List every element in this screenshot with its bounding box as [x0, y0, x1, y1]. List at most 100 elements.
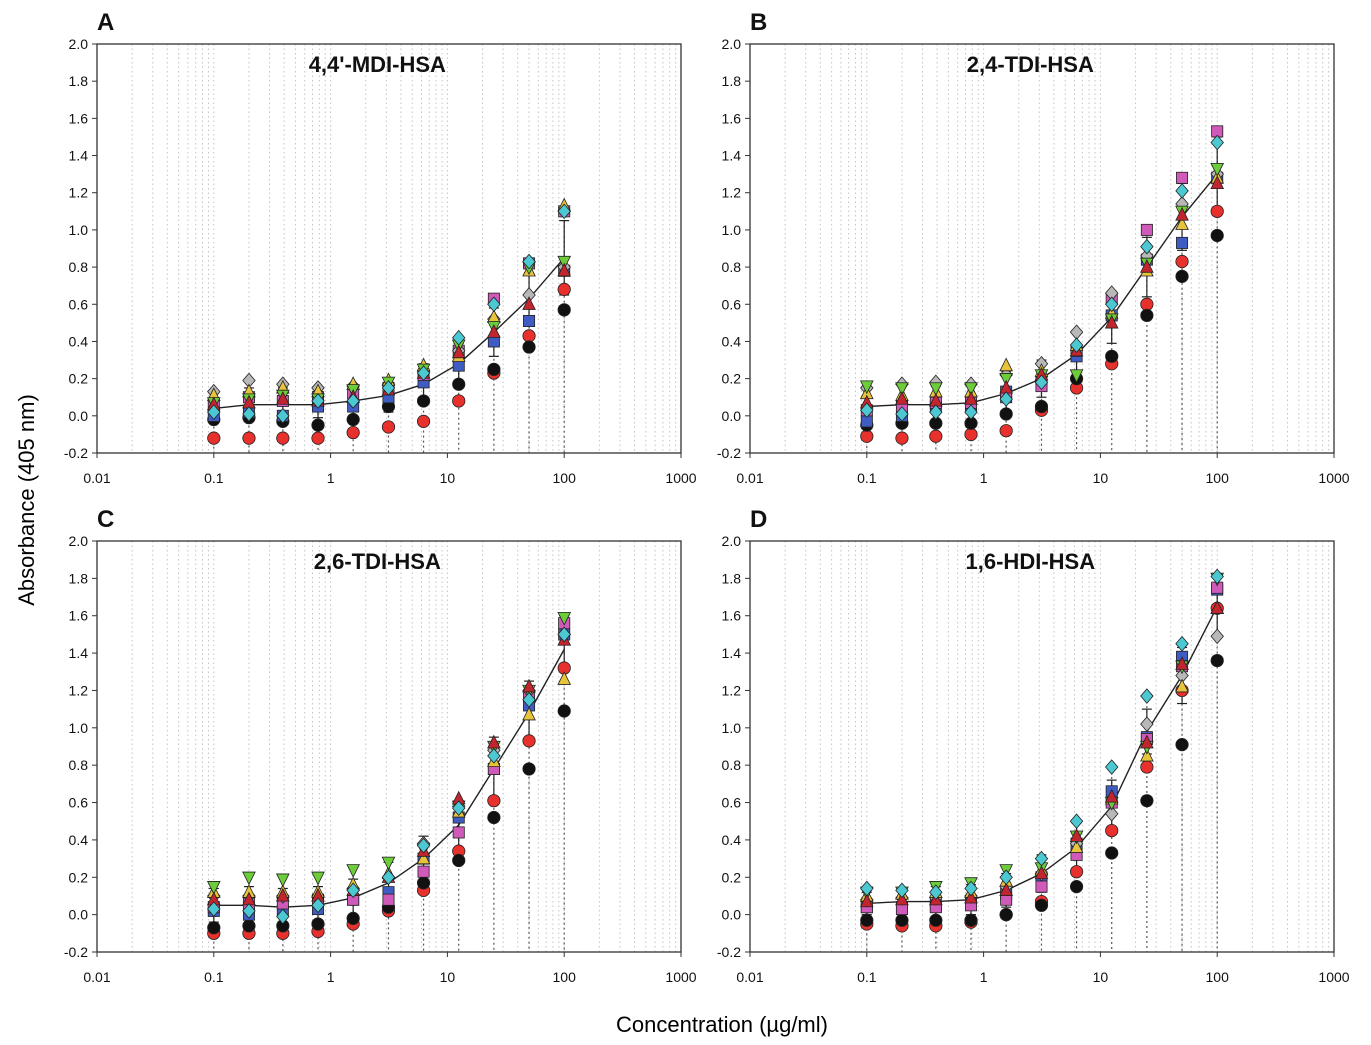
data-point — [1034, 374, 1049, 391]
data-point — [1175, 635, 1189, 652]
y-tick-label: 1.0 — [722, 720, 742, 736]
data-point — [1104, 805, 1119, 822]
series-8 — [859, 600, 1225, 908]
data-point — [999, 391, 1013, 407]
x-tick-label: 100 — [553, 969, 577, 985]
data-point — [275, 887, 290, 902]
data-point — [929, 429, 943, 443]
y-tick-label: 1.4 — [722, 645, 742, 661]
series-9 — [860, 134, 1224, 422]
data-point — [999, 373, 1014, 387]
data-point — [895, 382, 909, 397]
plot-frame — [96, 43, 682, 454]
series-2 — [860, 228, 1224, 432]
data-point — [311, 431, 325, 445]
data-point — [1035, 880, 1048, 893]
data-point — [859, 893, 874, 908]
y-tick-label: 0.8 — [69, 757, 89, 773]
data-point — [557, 671, 572, 685]
x-tick-label: 10 — [1093, 969, 1109, 985]
data-point — [1140, 760, 1154, 774]
data-point — [381, 380, 396, 396]
y-tick-label: 1.6 — [69, 110, 89, 126]
x-axis-label: Concentration (µg/ml) — [616, 1012, 828, 1037]
x-tick-label: 1 — [327, 470, 335, 486]
series-2 — [860, 653, 1224, 927]
data-point — [1105, 846, 1119, 860]
data-point — [1140, 716, 1154, 732]
plot-frame — [96, 540, 682, 953]
data-point — [1140, 794, 1154, 808]
data-point — [522, 706, 536, 721]
data-point — [451, 800, 466, 816]
data-point — [557, 203, 571, 220]
series-5 — [860, 166, 1224, 396]
data-point — [275, 873, 290, 888]
panel-letter: B — [750, 9, 767, 36]
y-tick-label: 0.6 — [722, 795, 742, 811]
data-point — [999, 407, 1013, 421]
data-point — [1176, 236, 1189, 249]
y-tick-label: 0.4 — [69, 333, 89, 349]
data-point — [522, 340, 536, 354]
y-tick-label: 0.0 — [69, 408, 89, 424]
data-point — [311, 393, 325, 409]
data-point — [895, 913, 909, 927]
data-point — [1210, 204, 1224, 218]
y-tick-label: 0.6 — [722, 296, 742, 312]
y-tick-label: -0.2 — [717, 445, 741, 461]
data-point — [557, 704, 571, 718]
x-tick-label: 0.1 — [204, 969, 224, 985]
x-tick-label: 1000 — [665, 969, 696, 985]
data-point — [1175, 656, 1189, 670]
panel-title: 2,4-TDI-HSA — [967, 52, 1094, 77]
data-point — [929, 404, 943, 420]
series-7 — [859, 572, 1225, 901]
data-point — [207, 431, 221, 445]
data-point — [928, 382, 943, 397]
x-tick-label: 1000 — [1318, 470, 1349, 486]
data-point — [557, 282, 571, 296]
y-tick-label: 1.8 — [722, 570, 742, 586]
y-tick-label: 0.6 — [69, 795, 89, 811]
data-point — [275, 390, 290, 405]
data-point — [1034, 898, 1049, 912]
data-point — [1140, 223, 1153, 236]
data-point — [964, 427, 978, 442]
data-point — [381, 869, 396, 886]
series-3 — [207, 264, 571, 422]
data-point — [242, 406, 256, 422]
series-9 — [207, 203, 571, 424]
x-tick-label: 0.1 — [204, 470, 224, 486]
series-1 — [207, 282, 571, 445]
data-point — [346, 882, 360, 899]
y-tick-label: 1.4 — [69, 148, 89, 164]
data-point — [1210, 628, 1224, 645]
data-point — [964, 880, 978, 897]
y-tick-label: 2.0 — [722, 36, 742, 52]
data-point — [964, 404, 978, 420]
panel-letter: C — [97, 506, 114, 533]
y-tick-label: 0.4 — [722, 832, 742, 848]
y-tick-label: 1.2 — [722, 185, 742, 201]
y-tick-label: 1.8 — [69, 73, 89, 89]
data-point — [452, 377, 466, 391]
data-point — [487, 734, 501, 749]
data-point — [1175, 738, 1189, 752]
data-point — [964, 390, 978, 405]
data-point — [860, 402, 874, 419]
data-point — [242, 871, 256, 886]
data-point — [964, 889, 978, 904]
y-tick-label: 2.0 — [69, 533, 89, 549]
y-tick-label: 1.8 — [722, 73, 742, 89]
y-tick-label: 1.0 — [69, 720, 89, 736]
x-tick-label: 0.01 — [83, 969, 110, 985]
data-point — [895, 431, 909, 445]
data-point — [1210, 134, 1224, 151]
y-tick-label: -0.2 — [64, 944, 88, 960]
panel-letter: A — [97, 9, 114, 36]
data-point — [1175, 678, 1189, 693]
data-point — [487, 810, 501, 825]
panel-title: 4,4'-MDI-HSA — [309, 52, 446, 77]
